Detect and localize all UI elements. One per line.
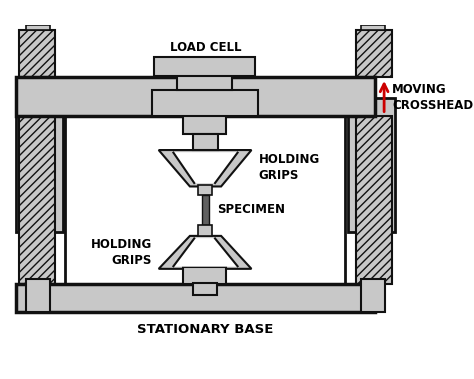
Text: HOLDING
GRIPS: HOLDING GRIPS bbox=[91, 238, 152, 267]
Text: SPECIMEN: SPECIMEN bbox=[217, 204, 285, 216]
Bar bbox=[16, 77, 375, 116]
Text: LOAD CELL: LOAD CELL bbox=[170, 41, 241, 54]
Bar bbox=[356, 116, 392, 285]
Bar bbox=[356, 30, 392, 77]
Bar bbox=[193, 283, 217, 295]
Bar bbox=[16, 98, 64, 232]
Bar bbox=[177, 75, 232, 90]
Bar bbox=[155, 57, 255, 76]
Bar bbox=[198, 226, 212, 236]
Bar bbox=[26, 279, 50, 312]
Bar bbox=[65, 116, 345, 285]
Polygon shape bbox=[173, 238, 237, 266]
Bar bbox=[361, 25, 385, 30]
Bar bbox=[193, 135, 218, 150]
Polygon shape bbox=[159, 150, 251, 186]
Bar bbox=[183, 115, 226, 135]
Bar bbox=[19, 116, 55, 285]
Text: MOVING
CROSSHEAD: MOVING CROSSHEAD bbox=[392, 83, 473, 112]
Bar bbox=[26, 25, 50, 30]
Text: HOLDING
GRIPS: HOLDING GRIPS bbox=[258, 153, 319, 182]
Bar bbox=[19, 30, 55, 77]
Bar bbox=[183, 267, 226, 285]
Bar bbox=[202, 195, 209, 226]
Bar bbox=[16, 285, 375, 312]
Polygon shape bbox=[173, 153, 237, 183]
Bar bbox=[152, 90, 257, 116]
Text: STATIONARY BASE: STATIONARY BASE bbox=[137, 323, 273, 336]
Polygon shape bbox=[159, 236, 251, 269]
Bar bbox=[361, 279, 385, 312]
Bar bbox=[198, 185, 212, 195]
Bar bbox=[348, 98, 395, 232]
